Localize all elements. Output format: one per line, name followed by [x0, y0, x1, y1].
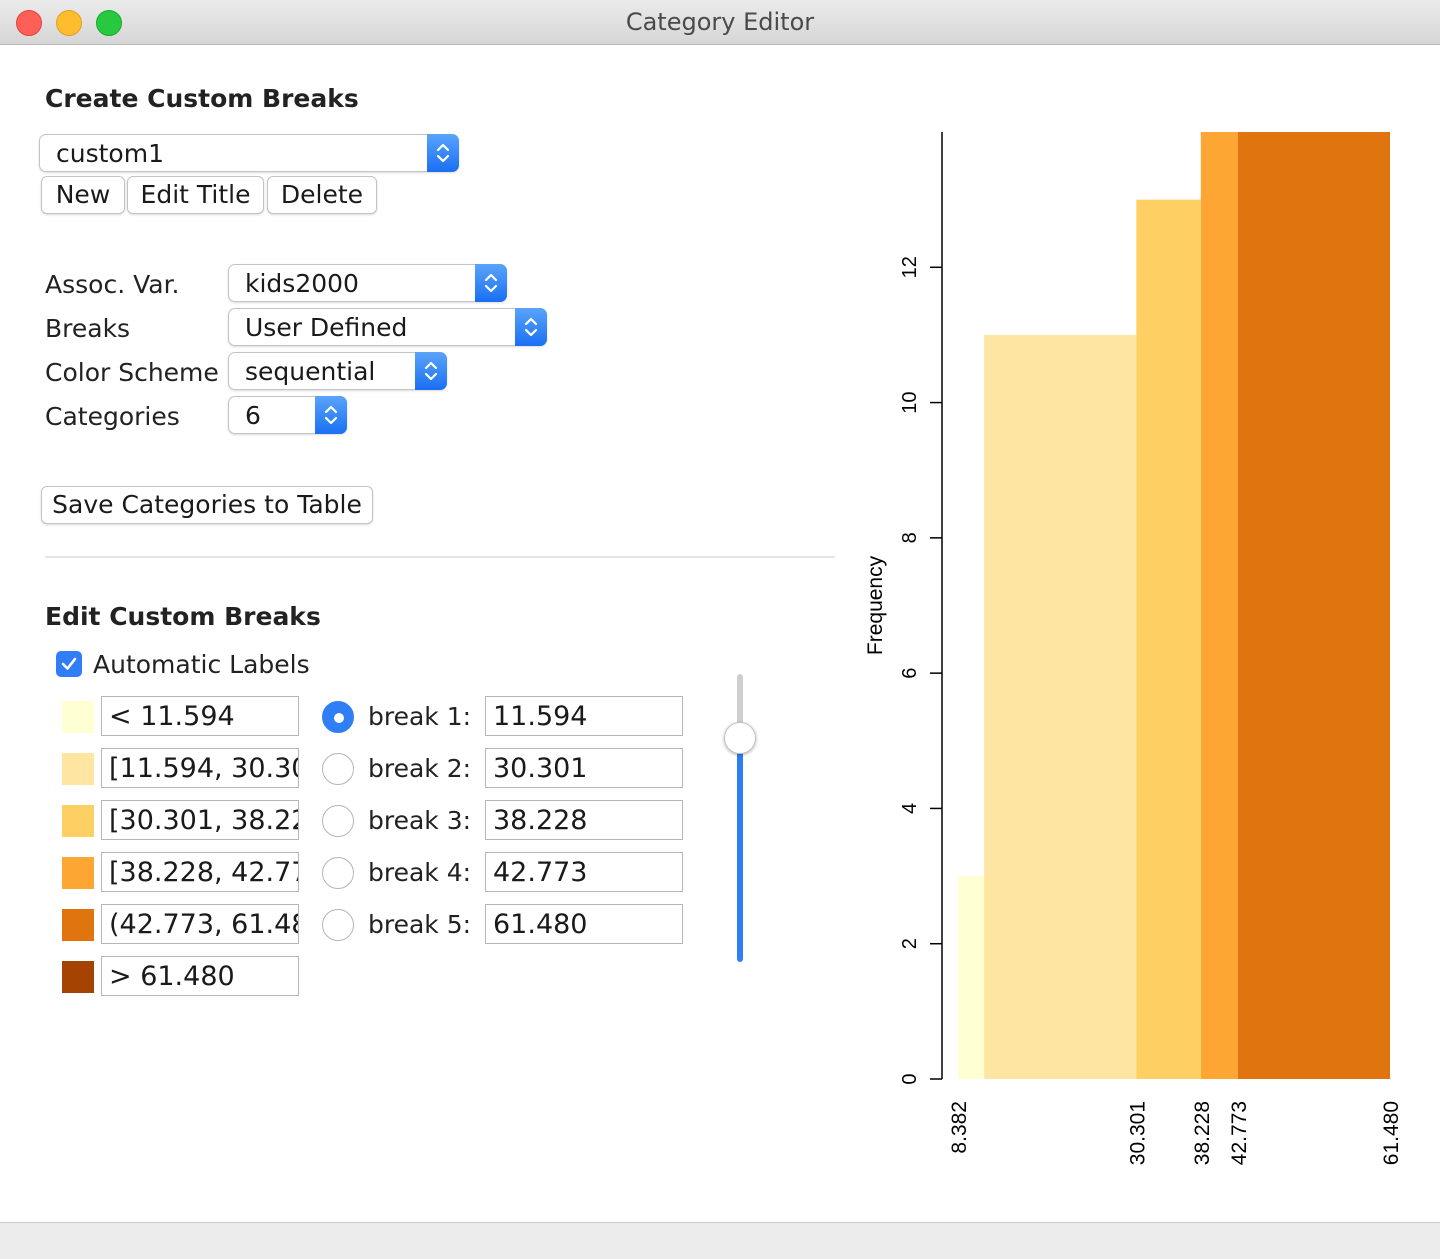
breaks-label: Breaks — [45, 314, 131, 343]
break-radio-1[interactable] — [322, 701, 354, 733]
histogram-chart: 0 2 4 6 8 10 12 Frequency 8.382 30.301 38.228 42.77… — [864, 132, 1403, 1165]
automatic-labels-checkbox[interactable] — [56, 651, 82, 677]
break-label-1: break 1: — [368, 702, 472, 731]
chevron-updown-icon — [475, 264, 507, 302]
custom-breaks-select-value: custom1 — [56, 139, 164, 168]
y-tick-label-2: 2 — [899, 938, 921, 949]
break-value-field-4[interactable]: 42.773 — [485, 852, 683, 892]
categories-label: Categories — [45, 402, 180, 431]
breaks-select[interactable]: User Defined — [228, 308, 547, 346]
break-slider-track-upper[interactable] — [737, 674, 743, 740]
category-label-field-1[interactable]: < 11.594 — [101, 696, 299, 736]
save-categories-button[interactable]: Save Categories to Table — [41, 486, 373, 524]
break-slider-track-lower[interactable] — [737, 738, 743, 962]
category-swatch-2[interactable] — [62, 753, 94, 785]
chevron-updown-icon — [515, 308, 547, 346]
create-breaks-heading: Create Custom Breaks — [45, 84, 359, 113]
histogram-bar-1 — [958, 876, 985, 1079]
y-axis-label: Frequency — [864, 555, 887, 655]
histogram-bar-5 — [1237, 132, 1390, 1079]
x-tick-label-8.382: 8.382 — [948, 1101, 971, 1154]
color-scheme-value: sequential — [245, 357, 376, 386]
y-tick-label-6: 6 — [899, 668, 921, 679]
category-swatch-4[interactable] — [62, 857, 94, 889]
break-label-5: break 5: — [368, 910, 472, 939]
histogram-bar-4 — [1200, 132, 1238, 1079]
new-button[interactable]: New — [41, 176, 125, 214]
automatic-labels-label: Automatic Labels — [93, 650, 310, 679]
y-tick-label-8: 8 — [899, 532, 921, 543]
categories-select[interactable]: 6 — [228, 396, 347, 434]
zoom-window-button[interactable] — [96, 10, 122, 36]
categories-value: 6 — [245, 401, 261, 430]
break-slider-knob[interactable] — [724, 722, 756, 754]
x-tick-label-61.480: 61.480 — [1380, 1101, 1403, 1165]
minimize-window-button[interactable] — [56, 10, 82, 36]
color-scheme-select[interactable]: sequential — [228, 352, 447, 390]
chevron-updown-icon — [315, 396, 347, 434]
category-label-field-2[interactable]: [11.594, 30.30 — [101, 748, 299, 788]
close-window-button[interactable] — [16, 10, 42, 36]
break-label-2: break 2: — [368, 754, 472, 783]
window-footer — [0, 1222, 1440, 1259]
y-tick-label-4: 4 — [899, 803, 921, 814]
break-radio-5[interactable] — [322, 909, 354, 941]
edit-title-button[interactable]: Edit Title — [127, 176, 264, 214]
y-tick-label-12: 12 — [899, 256, 921, 278]
title-bar: Category Editor — [0, 0, 1440, 45]
histogram-bar-2 — [984, 334, 1137, 1079]
break-value-field-5[interactable]: 61.480 — [485, 904, 683, 944]
category-swatch-3[interactable] — [62, 805, 94, 837]
break-value-field-2[interactable]: 30.301 — [485, 748, 683, 788]
break-radio-2[interactable] — [322, 753, 354, 785]
category-label-field-6[interactable]: > 61.480 — [101, 956, 299, 996]
assoc-var-value: kids2000 — [245, 269, 359, 298]
assoc-var-select[interactable]: kids2000 — [228, 264, 507, 302]
category-label-field-4[interactable]: [38.228, 42.77 — [101, 852, 299, 892]
delete-button[interactable]: Delete — [267, 176, 377, 214]
edit-breaks-heading: Edit Custom Breaks — [45, 602, 321, 631]
assoc-var-label: Assoc. Var. — [45, 270, 180, 299]
histogram-bar-3 — [1136, 199, 1201, 1080]
category-swatch-1[interactable] — [62, 701, 94, 733]
section-divider — [45, 556, 835, 558]
y-tick-label-10: 10 — [899, 391, 921, 413]
color-scheme-label: Color Scheme — [45, 358, 219, 387]
chevron-updown-icon — [415, 352, 447, 390]
category-swatch-6[interactable] — [62, 961, 94, 993]
break-value-field-3[interactable]: 38.228 — [485, 800, 683, 840]
checkmark-icon — [61, 657, 77, 670]
x-tick-label-38.228: 38.228 — [1191, 1101, 1214, 1165]
category-label-field-5[interactable]: (42.773, 61.48 — [101, 904, 299, 944]
break-radio-4[interactable] — [322, 857, 354, 889]
x-tick-label-30.301: 30.301 — [1126, 1101, 1149, 1165]
category-label-field-3[interactable]: [30.301, 38.22 — [101, 800, 299, 840]
y-tick-label-0: 0 — [899, 1073, 921, 1084]
break-value-field-1[interactable]: 11.594 — [485, 696, 683, 736]
x-tick-label-42.773: 42.773 — [1228, 1101, 1251, 1165]
breaks-value: User Defined — [245, 313, 408, 342]
custom-breaks-select[interactable]: custom1 — [39, 134, 459, 172]
break-label-3: break 3: — [368, 806, 472, 835]
chevron-updown-icon — [427, 134, 459, 172]
break-label-4: break 4: — [368, 858, 472, 887]
break-radio-3[interactable] — [322, 805, 354, 837]
category-swatch-5[interactable] — [62, 909, 94, 941]
window-title: Category Editor — [625, 8, 815, 36]
